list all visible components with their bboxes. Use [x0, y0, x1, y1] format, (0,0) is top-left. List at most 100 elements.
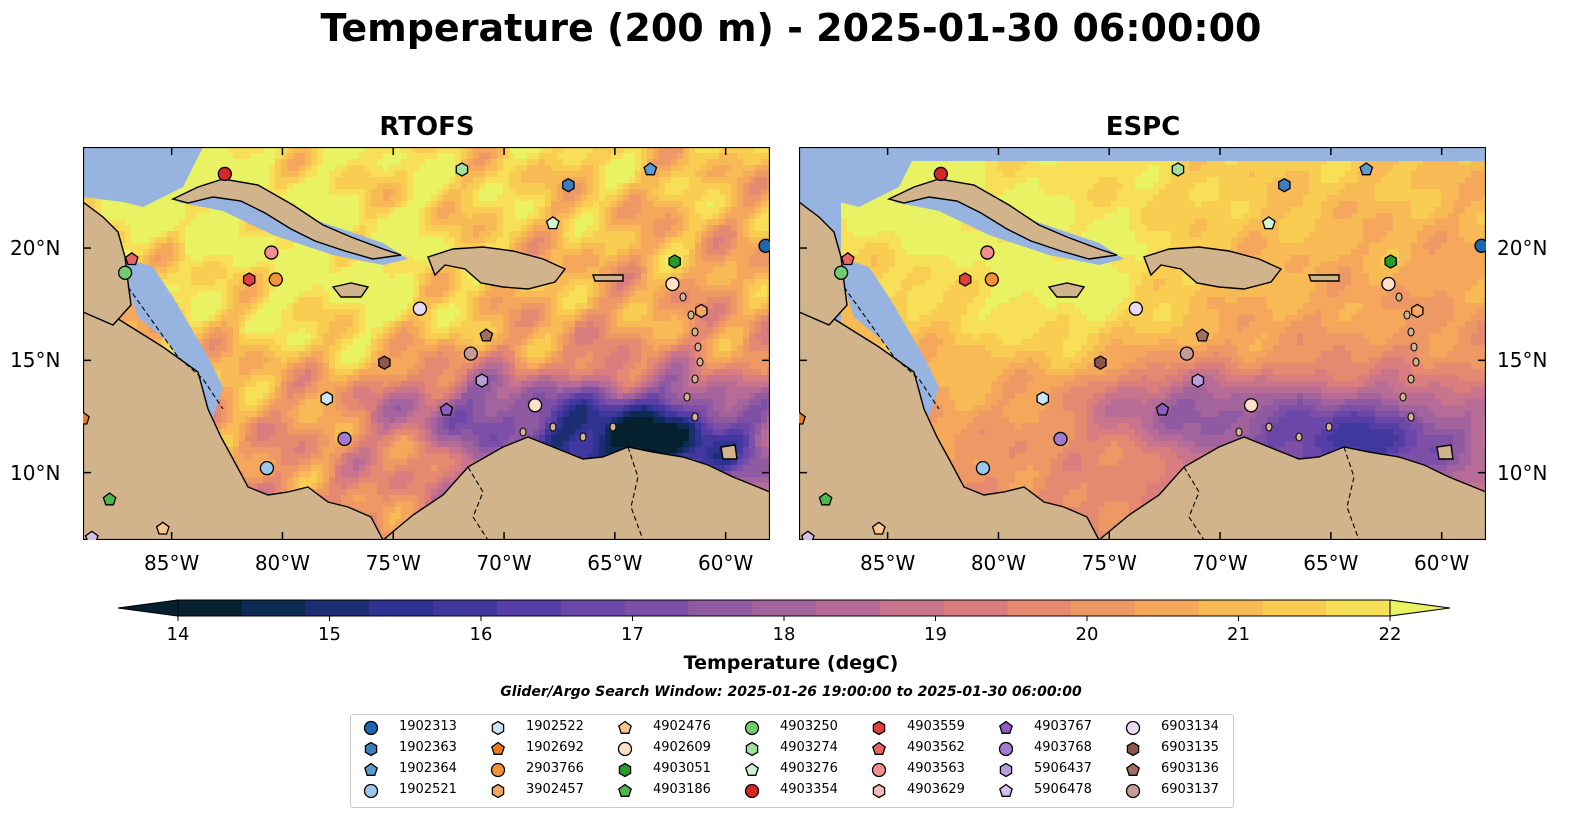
lat-tick-label-left: 15°N — [10, 348, 61, 373]
pentagon-marker-icon — [1126, 762, 1140, 776]
island — [694, 342, 702, 352]
island — [683, 392, 691, 402]
legend-label: 6903136 — [1161, 761, 1219, 776]
float-marker-5906437 — [475, 373, 489, 388]
legend-label: 1902521 — [399, 782, 457, 797]
float-marker-1902692 — [83, 411, 90, 425]
lon-tick-label: 65°W — [587, 551, 643, 575]
map-frame — [83, 147, 770, 540]
lon-tick-label: 80°W — [970, 551, 1027, 575]
float-marker-4903563 — [980, 245, 995, 260]
legend-label: 4903629 — [907, 782, 965, 797]
legend-label: 6903137 — [1161, 782, 1219, 797]
panel-title-espc: ESPC — [1105, 112, 1181, 142]
colorbar-bin — [1326, 600, 1391, 616]
island — [696, 357, 704, 367]
lat-tick-label-right: 15°N — [1497, 348, 1548, 373]
legend-label: 4903250 — [780, 719, 838, 734]
float-marker-4903051 — [1384, 254, 1397, 269]
float-marker-1902692 — [799, 411, 806, 425]
island — [1407, 374, 1415, 384]
island — [1407, 412, 1415, 422]
float-marker-1902363 — [562, 177, 575, 193]
legend-marker-4903767 — [999, 720, 1013, 734]
float-marker-4902476 — [155, 521, 170, 535]
float-marker-4903274 — [455, 162, 469, 177]
legend-label: 4903562 — [907, 740, 965, 755]
pentagon-marker-icon — [745, 762, 759, 776]
island — [691, 412, 699, 422]
no-data-band-top — [799, 147, 1486, 161]
legend-marker-6903136 — [1126, 762, 1140, 776]
float-marker-4903051 — [668, 254, 681, 269]
circle-marker-icon — [1125, 783, 1141, 799]
lon-tick-label: 70°W — [476, 551, 532, 575]
float-marker-6903137 — [1179, 346, 1194, 361]
float-marker-4902609 — [527, 398, 543, 413]
float-legend: 1902313 1902363 1902364 1902521 1902522 19026… — [350, 714, 1234, 808]
legend-label: 5906437 — [1034, 761, 1092, 776]
search-window-text: Glider/Argo Search Window: 2025-01-26 19… — [500, 684, 1082, 700]
figure-title: Temperature (200 m) - 2025-01-30 06:00:0… — [320, 6, 1262, 50]
country-border — [127, 286, 224, 410]
colorbar-bin — [369, 600, 434, 616]
hexagon-marker-icon — [364, 741, 378, 757]
legend-marker-4903562 — [872, 741, 886, 755]
float-marker-5906478 — [800, 530, 815, 540]
float-marker-4902609 — [665, 276, 680, 292]
float-marker-6903135 — [1094, 355, 1107, 370]
colorbar-bin — [433, 600, 498, 616]
land-yucatan — [799, 201, 848, 326]
island — [691, 327, 699, 337]
country-border — [467, 466, 489, 540]
country-border — [843, 286, 940, 410]
hexagon-marker-icon — [618, 762, 632, 778]
circle-marker-icon — [744, 783, 760, 799]
legend-label: 1902364 — [399, 761, 457, 776]
colorbar-bin — [943, 600, 1008, 616]
colorbar-bin — [1262, 600, 1327, 616]
legend-marker-4903768 — [998, 741, 1014, 757]
float-marker-5906437 — [1191, 373, 1205, 388]
legend-label: 6903135 — [1161, 740, 1219, 755]
island — [519, 427, 527, 437]
land-south-america — [381, 436, 770, 540]
float-marker-6903137 — [463, 346, 478, 361]
land-yucatan — [83, 201, 132, 326]
pentagon-marker-icon — [491, 741, 505, 755]
pentagon-marker-icon — [999, 720, 1013, 734]
colorbar-label: Temperature (degC) — [683, 652, 899, 674]
land-trinidad — [1436, 444, 1454, 460]
legend-label: 4903051 — [653, 761, 711, 776]
float-marker-1902364 — [1359, 162, 1374, 176]
legend-marker-1902364 — [364, 762, 378, 776]
land-hispaniola — [427, 246, 567, 290]
map-panel-espc — [799, 147, 1486, 540]
float-marker-6903136 — [1195, 328, 1210, 342]
legend-label: 1902313 — [399, 719, 457, 734]
colorbar-tick-label: 16 — [469, 624, 493, 645]
float-marker-3902457 — [695, 303, 708, 319]
legend-marker-4902609 — [617, 741, 633, 757]
island — [1412, 357, 1420, 367]
float-marker-1902522 — [320, 391, 334, 406]
lon-tick-label: 60°W — [1414, 551, 1470, 575]
float-marker-5906478 — [84, 530, 99, 540]
float-marker-1902521 — [975, 460, 991, 476]
map-frame — [799, 147, 1486, 540]
legend-marker-1902521 — [363, 783, 379, 799]
hexagon-marker-icon — [1126, 741, 1140, 757]
legend-marker-1902522 — [491, 720, 505, 736]
float-marker-4903767 — [1155, 402, 1170, 416]
colorbar-tick-label: 18 — [772, 624, 796, 645]
colorbar-bin — [305, 600, 370, 616]
legend-marker-4903051 — [618, 762, 632, 778]
island — [1407, 327, 1415, 337]
float-marker-4903559 — [242, 272, 256, 287]
shallow-shelf — [799, 147, 919, 207]
float-marker-1902364 — [643, 162, 658, 176]
land-jamaica — [331, 282, 370, 298]
float-marker-4903250 — [117, 265, 133, 280]
pentagon-marker-icon — [618, 783, 632, 797]
colorbar-tick-label: 15 — [318, 624, 341, 645]
